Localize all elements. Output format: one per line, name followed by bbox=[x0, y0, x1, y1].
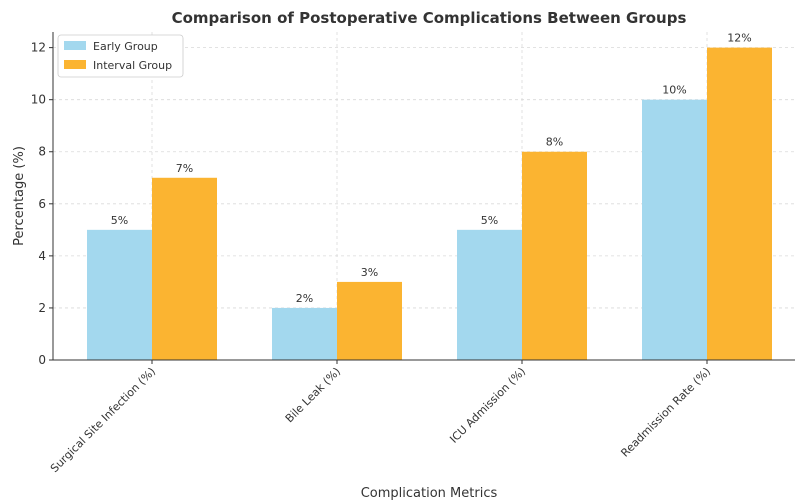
x-tick-label: Bile Leak (%) bbox=[283, 365, 343, 425]
x-tick-label: Readmission Rate (%) bbox=[618, 365, 713, 460]
bar-early-group bbox=[87, 229, 152, 360]
legend-frame bbox=[57, 34, 184, 78]
bar-interval-group bbox=[522, 151, 587, 360]
y-tick-label: 2 bbox=[38, 301, 46, 315]
y-tick-label: 10 bbox=[31, 93, 46, 107]
legend-label-interval-group: Interval Group bbox=[93, 59, 172, 72]
bars bbox=[87, 47, 772, 360]
y-tick-label: 8 bbox=[38, 145, 46, 159]
bar-early-group bbox=[457, 229, 522, 360]
y-tick-label: 12 bbox=[31, 41, 46, 55]
bar-early-group bbox=[642, 99, 707, 360]
data-label: 8% bbox=[546, 136, 563, 149]
x-axis-label: Complication Metrics bbox=[361, 486, 498, 501]
y-tick-label: 6 bbox=[38, 197, 46, 211]
data-label: 12% bbox=[727, 32, 751, 45]
x-tick-label: ICU Admission (%) bbox=[447, 365, 528, 446]
y-tick-label: 4 bbox=[38, 249, 46, 263]
data-labels: 5% 2% 5% 10% 7% 3% 8% 12% bbox=[111, 32, 752, 305]
bar-interval-group bbox=[152, 177, 217, 360]
bar-early-group bbox=[272, 307, 337, 360]
y-axis-label: Percentage (%) bbox=[12, 146, 27, 246]
data-label: 2% bbox=[296, 292, 313, 305]
data-label: 5% bbox=[111, 214, 128, 227]
chart-title: Comparison of Postoperative Complication… bbox=[172, 9, 687, 27]
data-label: 3% bbox=[361, 266, 378, 279]
bar-interval-group bbox=[337, 281, 402, 360]
bar-interval-group bbox=[707, 47, 772, 360]
y-tick-label: 0 bbox=[38, 353, 46, 367]
data-label: 10% bbox=[662, 84, 686, 97]
axes bbox=[49, 32, 795, 364]
legend-swatch-interval-group bbox=[64, 60, 86, 69]
legend-label-early-group: Early Group bbox=[93, 40, 158, 53]
legend-swatch-early-group bbox=[64, 41, 86, 50]
data-label: 5% bbox=[481, 214, 498, 227]
data-label: 7% bbox=[176, 162, 193, 175]
x-tick-label: Surgical Site Infection (%) bbox=[48, 365, 158, 475]
legend: Early Group Interval Group bbox=[57, 34, 184, 78]
